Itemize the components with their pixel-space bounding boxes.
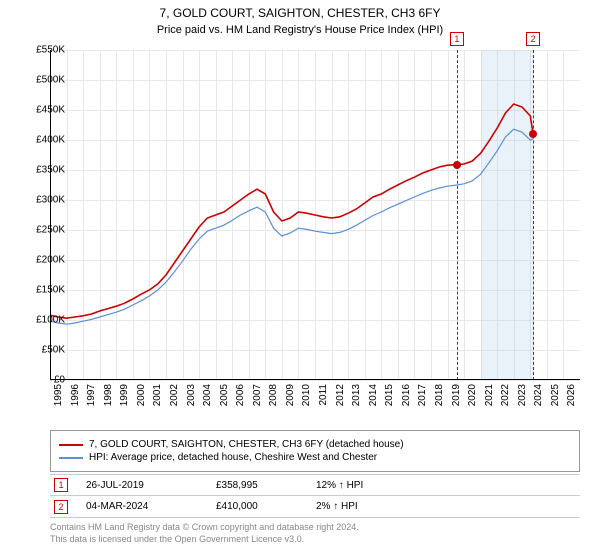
y-tick-label: £250K — [25, 225, 65, 236]
y-tick-label: £500K — [25, 75, 65, 86]
x-tick-label: 2007 — [252, 384, 263, 406]
marker-pct: 2% ↑ HPI — [316, 501, 426, 512]
x-tick-label: 2015 — [384, 384, 395, 406]
series-property — [50, 104, 533, 318]
x-tick-label: 2011 — [318, 384, 329, 406]
marker-row-1: 1 26-JUL-2019 £358,995 12% ↑ HPI — [50, 474, 580, 496]
legend-item-property: 7, GOLD COURT, SAIGHTON, CHESTER, CH3 6F… — [59, 439, 571, 450]
x-tick-label: 2012 — [335, 384, 346, 406]
x-tick-label: 2006 — [235, 384, 246, 406]
x-tick-label: 2008 — [268, 384, 279, 406]
series-hpi — [50, 129, 533, 324]
chart-plot-area: 12 — [50, 50, 580, 380]
marker-id-box: 2 — [54, 500, 68, 514]
legend-item-hpi: HPI: Average price, detached house, Ches… — [59, 452, 571, 463]
chart-lines — [50, 50, 580, 380]
marker-line — [533, 50, 534, 380]
x-tick-label: 2014 — [368, 384, 379, 406]
y-tick-label: £50K — [25, 345, 65, 356]
footer-attribution: Contains HM Land Registry data © Crown c… — [50, 522, 580, 545]
marker-pct: 12% ↑ HPI — [316, 480, 426, 491]
y-tick-label: £300K — [25, 195, 65, 206]
legend-swatch — [59, 444, 83, 446]
x-tick-label: 2023 — [517, 384, 528, 406]
x-tick-label: 2003 — [186, 384, 197, 406]
footer-line1: Contains HM Land Registry data © Crown c… — [50, 522, 580, 534]
x-tick-label: 2025 — [550, 384, 561, 406]
legend-label: 7, GOLD COURT, SAIGHTON, CHESTER, CH3 6F… — [89, 439, 404, 450]
marker-price: £358,995 — [216, 480, 316, 491]
y-tick-label: £550K — [25, 45, 65, 56]
marker-id-box: 2 — [526, 32, 540, 46]
marker-id-box: 1 — [54, 478, 68, 492]
y-tick-label: £150K — [25, 285, 65, 296]
marker-date: 04-MAR-2024 — [86, 501, 216, 512]
marker-id-box: 1 — [450, 32, 464, 46]
x-tick-label: 1999 — [119, 384, 130, 406]
marker-date: 26-JUL-2019 — [86, 480, 216, 491]
x-tick-label: 2001 — [152, 384, 163, 406]
x-tick-label: 2005 — [219, 384, 230, 406]
x-tick-label: 2010 — [301, 384, 312, 406]
y-tick-label: £400K — [25, 135, 65, 146]
x-tick-label: 2000 — [136, 384, 147, 406]
x-tick-label: 2026 — [566, 384, 577, 406]
grid-h — [50, 380, 580, 381]
x-tick-label: 1995 — [53, 384, 64, 406]
y-tick-label: £100K — [25, 315, 65, 326]
x-tick-label: 2021 — [484, 384, 495, 406]
x-tick-label: 2016 — [401, 384, 412, 406]
y-tick-label: £450K — [25, 105, 65, 116]
legend-label: HPI: Average price, detached house, Ches… — [89, 452, 377, 463]
marker-dot — [453, 161, 461, 169]
marker-price: £410,000 — [216, 501, 316, 512]
x-tick-label: 1998 — [103, 384, 114, 406]
y-tick-label: £200K — [25, 255, 65, 266]
legend-swatch — [59, 457, 83, 459]
x-tick-label: 2013 — [351, 384, 362, 406]
x-tick-label: 1997 — [86, 384, 97, 406]
x-tick-label: 2002 — [169, 384, 180, 406]
chart-subtitle: Price paid vs. HM Land Registry's House … — [0, 20, 600, 44]
x-tick-label: 2024 — [533, 384, 544, 406]
marker-row-2: 2 04-MAR-2024 £410,000 2% ↑ HPI — [50, 496, 580, 518]
x-tick-label: 2004 — [202, 384, 213, 406]
chart-title: 7, GOLD COURT, SAIGHTON, CHESTER, CH3 6F… — [0, 0, 600, 20]
y-tick-label: £350K — [25, 165, 65, 176]
marker-dot — [529, 130, 537, 138]
x-tick-label: 2019 — [451, 384, 462, 406]
x-tick-label: 2020 — [467, 384, 478, 406]
x-tick-label: 2017 — [417, 384, 428, 406]
x-tick-label: 2022 — [500, 384, 511, 406]
legend: 7, GOLD COURT, SAIGHTON, CHESTER, CH3 6F… — [50, 430, 580, 472]
marker-table: 1 26-JUL-2019 £358,995 12% ↑ HPI 2 04-MA… — [50, 474, 580, 518]
footer-line2: This data is licensed under the Open Gov… — [50, 534, 580, 546]
x-tick-label: 2009 — [285, 384, 296, 406]
x-tick-label: 2018 — [434, 384, 445, 406]
marker-line — [457, 50, 458, 380]
x-tick-label: 1996 — [70, 384, 81, 406]
